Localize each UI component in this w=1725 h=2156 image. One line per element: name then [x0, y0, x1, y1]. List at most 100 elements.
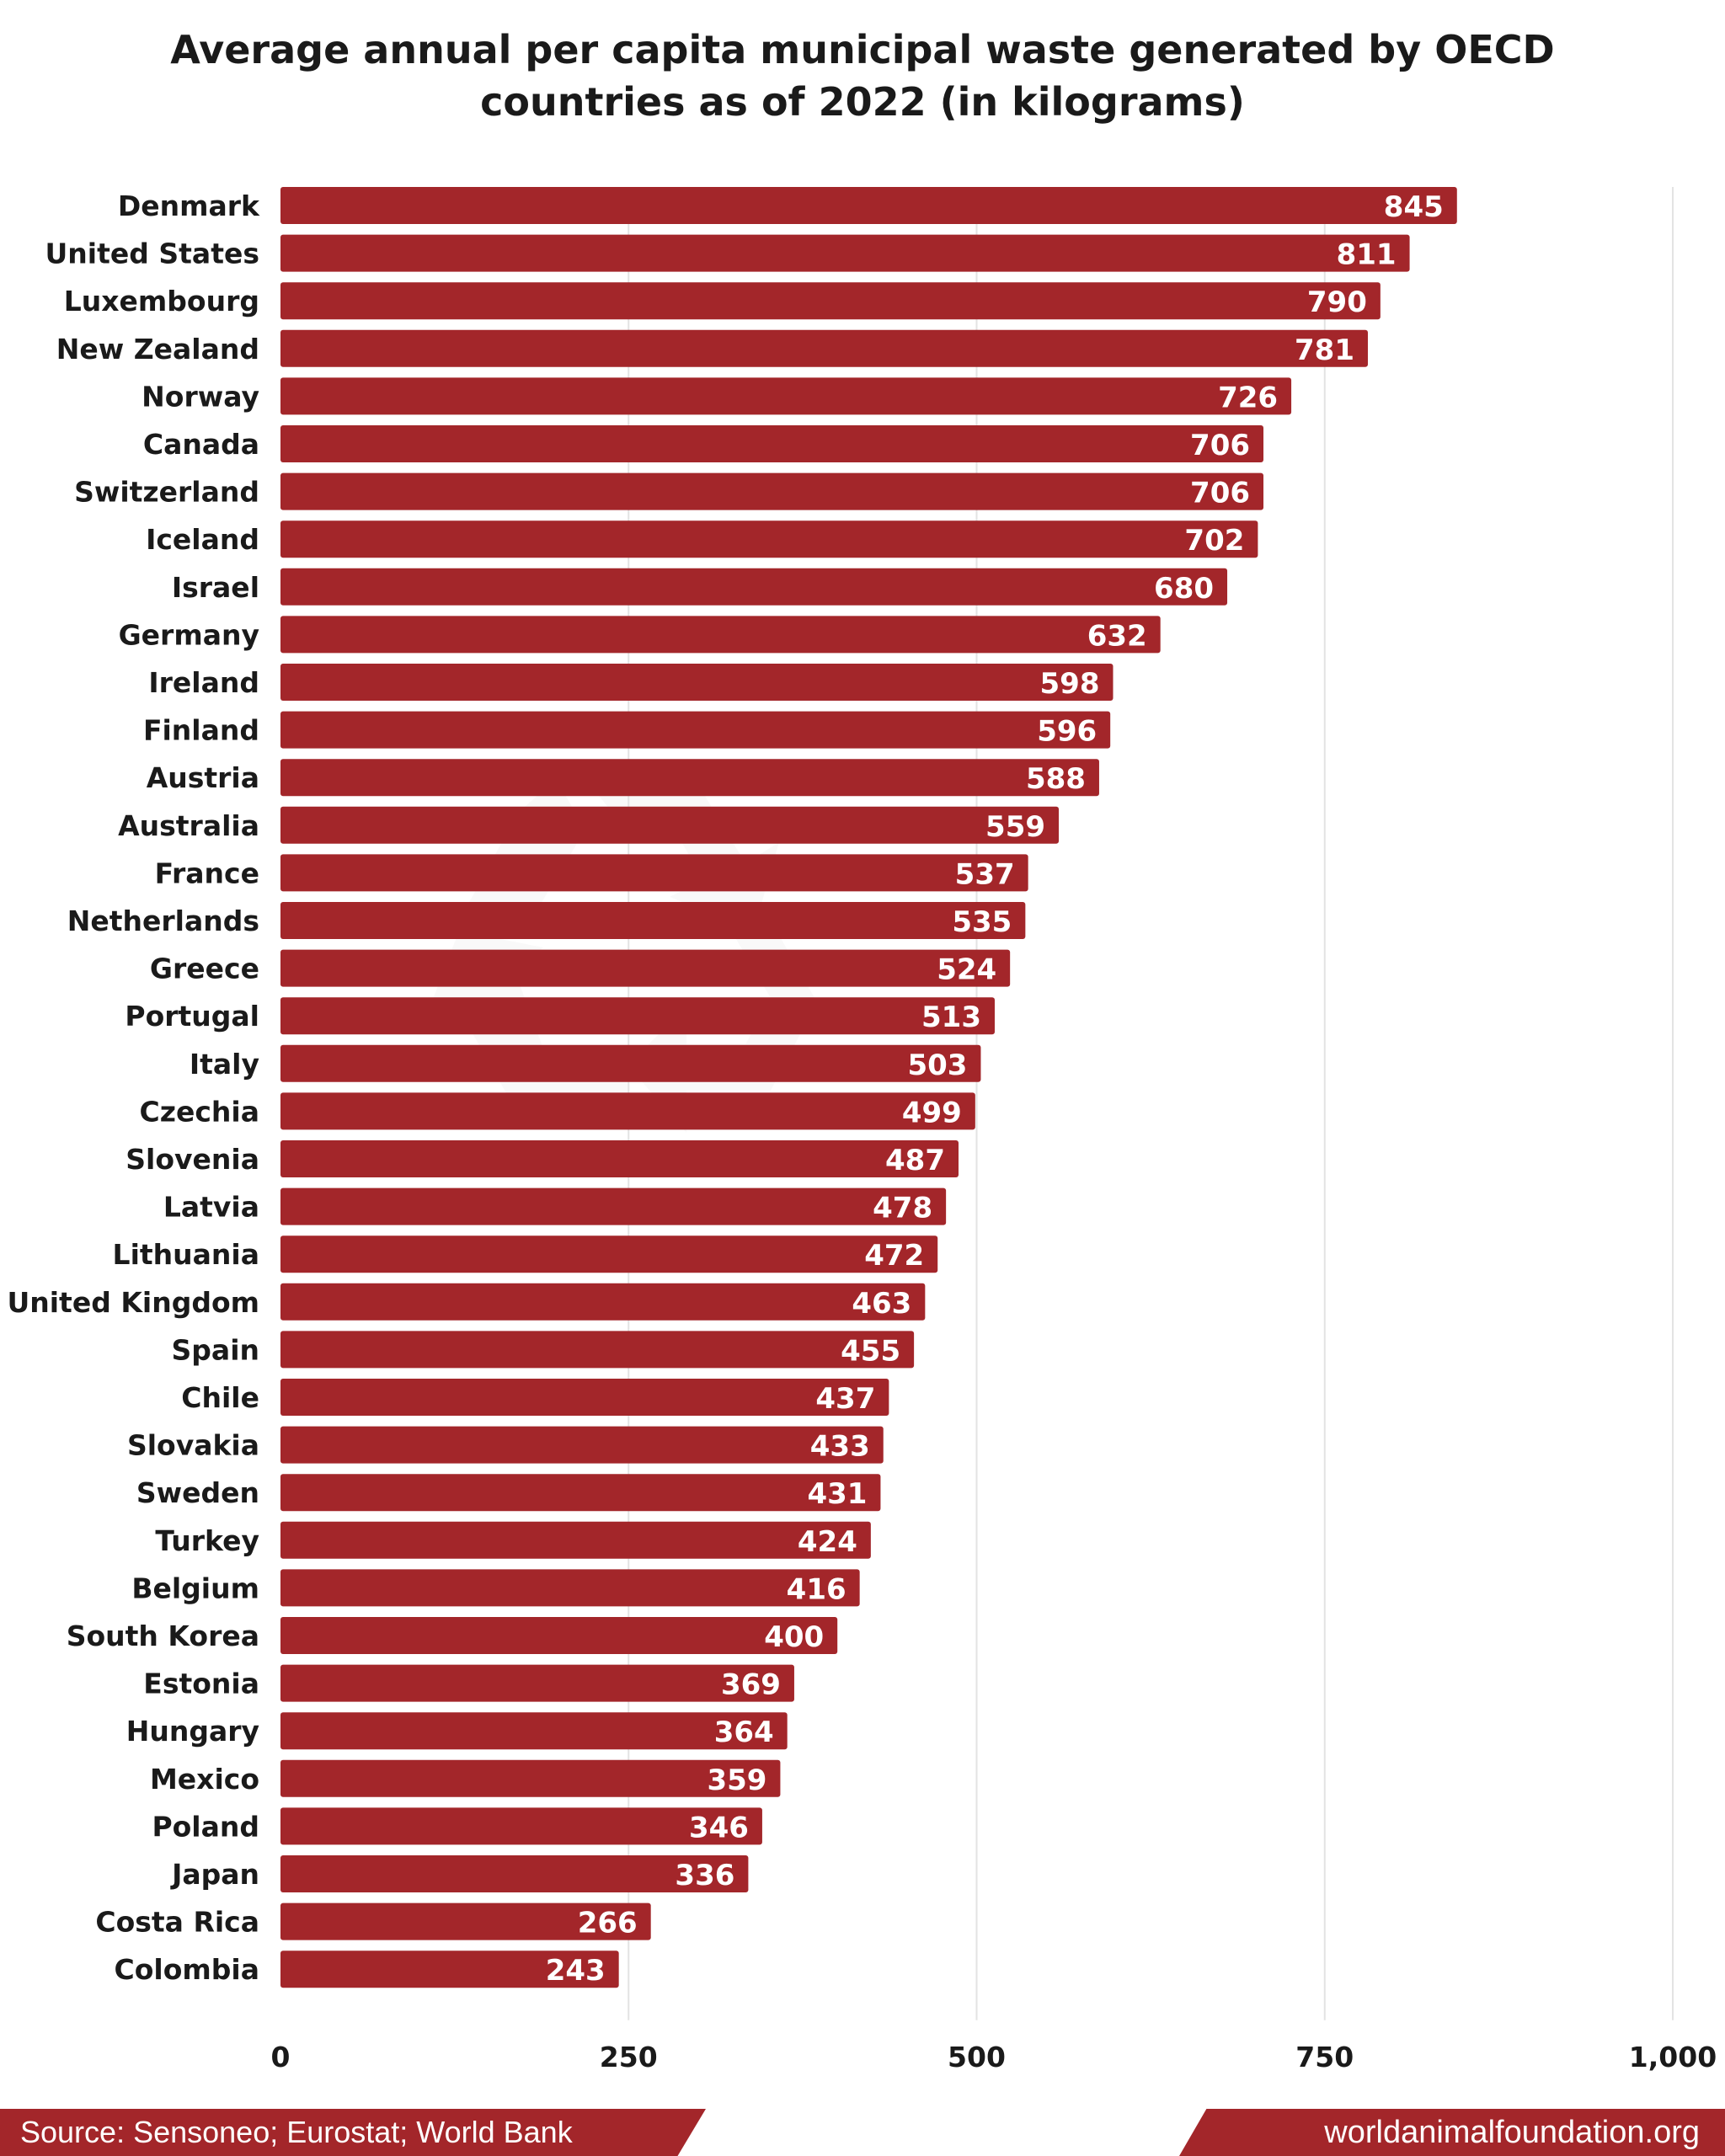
bar-chart: Denmark United States Luxembourg New Zealan…	[7, 187, 1717, 2073]
bar	[280, 234, 1410, 272]
value-label: 598	[1040, 667, 1100, 701]
x-tick-label: 500	[948, 2041, 1006, 2073]
category-label: Iceland	[146, 523, 259, 556]
bar	[280, 1140, 959, 1177]
value-label: 400	[764, 1620, 824, 1654]
website-link[interactable]: worldanimalfoundation.org	[1324, 2115, 1700, 2150]
value-label: 537	[955, 857, 1015, 891]
bar	[280, 425, 1264, 462]
bar	[280, 1521, 871, 1559]
bar	[280, 1235, 938, 1273]
value-label: 726	[1218, 381, 1278, 414]
value-label: 364	[714, 1716, 774, 1749]
bar	[280, 282, 1381, 320]
bar	[280, 806, 1060, 844]
x-tick-label: 0	[271, 2041, 291, 2073]
category-label: Finland	[143, 714, 259, 747]
value-label: 416	[787, 1572, 846, 1606]
bar	[280, 1331, 915, 1369]
value-label: 588	[1026, 762, 1086, 796]
value-label: 472	[864, 1239, 924, 1273]
bar	[280, 1712, 788, 1750]
chart-title-line-1: Average annual per capita municipal wast…	[170, 27, 1555, 72]
bar	[280, 759, 1099, 797]
bar	[280, 1474, 881, 1512]
category-label: New Zealand	[56, 333, 259, 366]
category-label: Germany	[119, 618, 259, 651]
bars	[280, 187, 1457, 1988]
bar	[280, 329, 1368, 367]
bar	[280, 1664, 794, 1702]
source-text: Source: Sensoneo; Eurostat; World Bank	[20, 2115, 573, 2149]
value-label: 336	[675, 1859, 734, 1892]
category-label: Canada	[143, 428, 259, 461]
category-label: France	[155, 857, 259, 889]
category-label: Sweden	[136, 1476, 259, 1509]
category-label: Greece	[150, 953, 259, 985]
source-banner: Source: Sensoneo; Eurostat; World Bank	[0, 2109, 706, 2156]
value-label: 266	[578, 1907, 638, 1940]
bar	[280, 1092, 975, 1130]
value-label: 706	[1190, 477, 1250, 510]
category-label: Poland	[152, 1810, 259, 1843]
value-label: 455	[841, 1334, 900, 1368]
value-label: 702	[1184, 524, 1244, 558]
bar	[280, 949, 1011, 987]
value-label: 346	[689, 1811, 749, 1844]
bar	[280, 1617, 838, 1654]
x-tick-label: 250	[600, 2041, 658, 2073]
value-label: 369	[721, 1668, 781, 1702]
value-label: 706	[1190, 429, 1250, 462]
category-label: United States	[45, 237, 259, 270]
category-label: United Kingdom	[7, 1286, 259, 1319]
bar	[280, 1187, 947, 1225]
value-label: 596	[1037, 715, 1097, 749]
bar	[280, 902, 1026, 939]
category-label: Norway	[142, 380, 259, 413]
category-label: Costa Rica	[95, 1906, 259, 1939]
value-label: 499	[902, 1096, 962, 1129]
category-label: Denmark	[118, 189, 260, 222]
bar	[280, 1283, 926, 1321]
chart-title-line-2: countries as of 2022 (in kilograms)	[480, 79, 1245, 125]
bar	[280, 1759, 781, 1797]
category-label: Ireland	[148, 666, 259, 699]
category-label: Colombia	[115, 1953, 259, 1986]
value-label: 243	[546, 1954, 606, 1988]
x-axis-ticks: 0 250 500 750 1,000	[271, 2041, 1717, 2073]
value-label: 632	[1087, 619, 1147, 653]
website-banner[interactable]: worldanimalfoundation.org	[1179, 2109, 1725, 2156]
category-label: Turkey	[155, 1524, 259, 1557]
category-label: Belgium	[131, 1572, 259, 1604]
bar	[280, 568, 1228, 606]
category-label: Hungary	[126, 1715, 259, 1748]
value-label: 359	[707, 1764, 766, 1797]
bar	[280, 854, 1028, 892]
bar	[280, 1903, 651, 1940]
bar	[280, 616, 1161, 654]
category-label: Lithuania	[113, 1238, 259, 1271]
bar	[280, 187, 1457, 224]
value-label: 487	[885, 1144, 945, 1177]
value-label: 424	[798, 1525, 857, 1559]
category-labels: Denmark United States Luxembourg New Zealan…	[7, 189, 260, 1986]
category-label: Estonia	[143, 1668, 259, 1700]
category-label: Slovenia	[126, 1143, 259, 1176]
bar	[280, 711, 1111, 749]
value-label: 503	[907, 1049, 967, 1082]
bar	[280, 1951, 619, 1988]
x-tick-label: 1,000	[1629, 2041, 1717, 2073]
bar	[280, 377, 1292, 415]
value-label: 845	[1384, 190, 1444, 224]
category-label: Switzerland	[74, 476, 259, 509]
category-label: Luxembourg	[64, 285, 259, 318]
x-tick-label: 750	[1295, 2041, 1354, 2073]
bar	[280, 472, 1264, 510]
value-label: 781	[1295, 334, 1354, 367]
value-label: 811	[1337, 238, 1397, 272]
bar	[280, 1379, 889, 1416]
category-label: Latvia	[163, 1191, 259, 1224]
category-label: Mexico	[150, 1763, 259, 1796]
bar	[280, 1044, 981, 1082]
